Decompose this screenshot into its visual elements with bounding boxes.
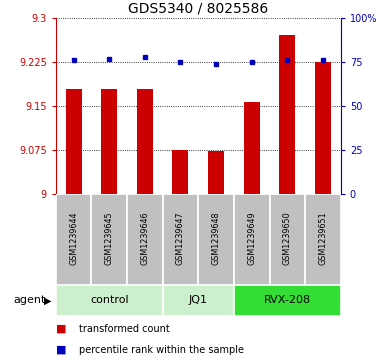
Bar (163, 285, 234, 316)
Bar (92, 194, 127, 285)
Bar (208, 151, 224, 194)
Text: GSM1239645: GSM1239645 (105, 211, 114, 265)
Bar (315, 62, 331, 194)
Text: GSM1239644: GSM1239644 (69, 211, 78, 265)
Bar (56, 285, 162, 316)
Text: GSM1239649: GSM1239649 (247, 211, 256, 265)
Text: ■: ■ (56, 345, 66, 355)
Text: ■: ■ (56, 324, 66, 334)
Text: percentile rank within the sample: percentile rank within the sample (79, 345, 244, 355)
Text: agent: agent (13, 295, 46, 305)
Bar (163, 194, 198, 285)
Title: GDS5340 / 8025586: GDS5340 / 8025586 (128, 1, 268, 16)
Text: GSM1239646: GSM1239646 (141, 211, 149, 265)
Bar (56, 194, 92, 285)
Text: GSM1239650: GSM1239650 (283, 211, 292, 265)
Bar (305, 194, 341, 285)
Text: control: control (90, 295, 129, 305)
Bar (279, 34, 295, 194)
Bar (270, 194, 305, 285)
Text: GSM1239648: GSM1239648 (212, 211, 221, 265)
Bar (244, 102, 260, 194)
Bar (198, 194, 234, 285)
Bar (137, 89, 153, 194)
Bar (172, 150, 189, 194)
Text: GSM1239651: GSM1239651 (318, 211, 327, 265)
Bar (101, 89, 117, 194)
Text: ▶: ▶ (44, 295, 52, 305)
Text: transformed count: transformed count (79, 324, 170, 334)
Bar (234, 194, 270, 285)
Bar (127, 194, 162, 285)
Text: RVX-208: RVX-208 (264, 295, 311, 305)
Bar (65, 89, 82, 194)
Text: GSM1239647: GSM1239647 (176, 211, 185, 265)
Bar (234, 285, 341, 316)
Text: JQ1: JQ1 (189, 295, 208, 305)
